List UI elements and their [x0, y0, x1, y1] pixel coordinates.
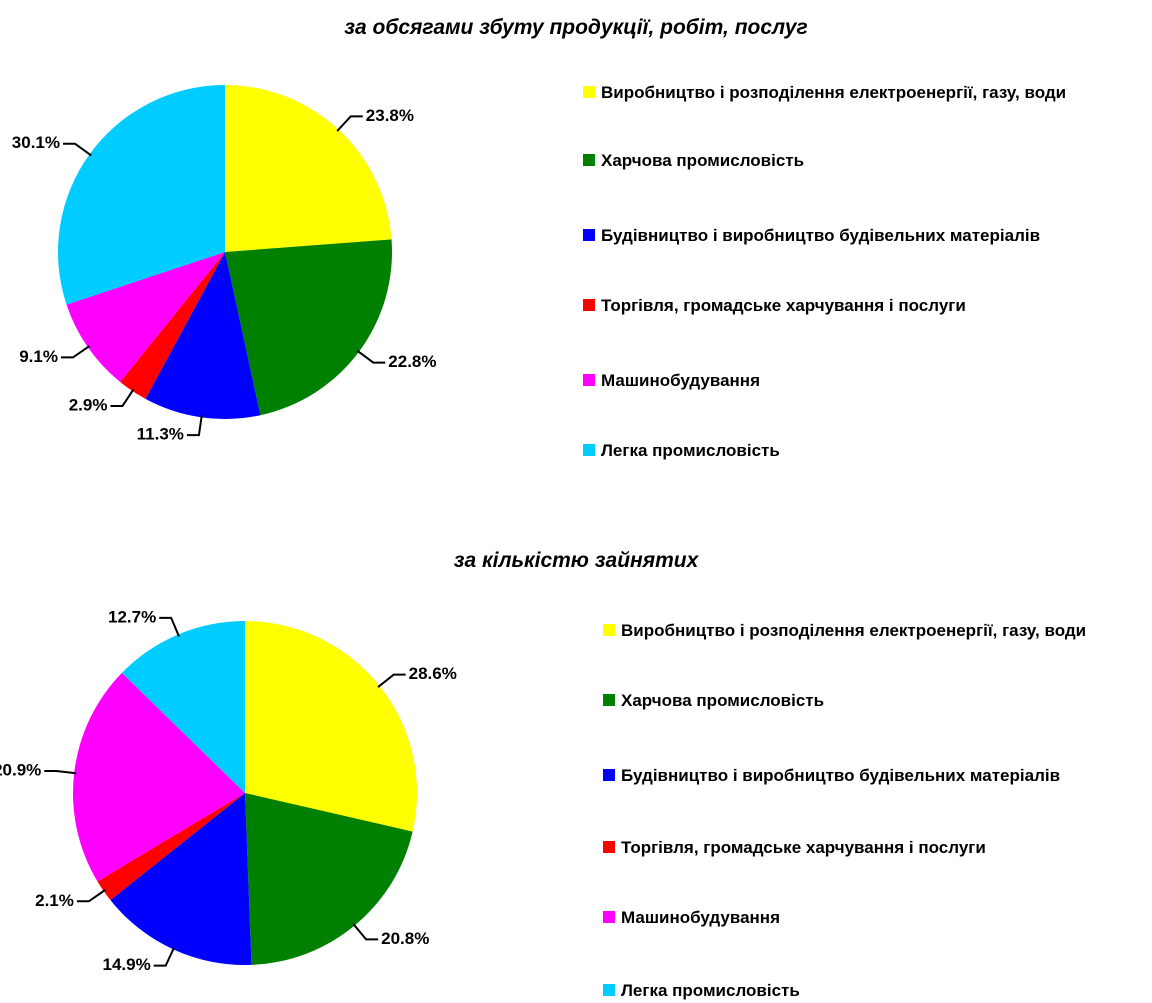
legend-label: Виробництво і розподілення електроенергі… [601, 83, 1067, 102]
legend-item: Харчова промисловість [603, 689, 1152, 712]
legend-item: Будівництво і виробництво будівельних ма… [583, 224, 1131, 247]
leader-line [352, 923, 379, 941]
legend-item: Машинобудування [603, 906, 1152, 929]
legend-item: Виробництво і розподілення електроенергі… [603, 619, 1152, 642]
data-label: 2.1% [35, 891, 74, 910]
legend-item: Будівництво і виробництво будівельних ма… [603, 764, 1152, 787]
leader-line [76, 889, 106, 903]
leader-line [62, 142, 92, 157]
legend-item: Машинобудування [583, 369, 1131, 392]
pie-slice [145, 252, 261, 419]
legend-swatch [583, 374, 595, 386]
legend-label: Машинобудування [601, 371, 760, 390]
legend-swatch [583, 154, 595, 166]
legend-label: Виробництво і розподілення електроенергі… [621, 621, 1087, 640]
legend-item: Виробництво і розподілення електроенергі… [583, 81, 1131, 104]
legend-item: Легка промисловість [603, 979, 1152, 1002]
leader-line [60, 345, 90, 359]
legend-item: Легка промисловість [583, 439, 1131, 462]
leader-line [44, 769, 77, 775]
legend-swatch [603, 841, 615, 853]
legend-label: Будівництво і виробництво будівельних ма… [621, 766, 1061, 785]
data-label: 12.7% [108, 607, 156, 626]
legend-swatch [603, 624, 615, 636]
data-label: 9.1% [19, 347, 58, 366]
pie-slice [110, 793, 252, 965]
data-label: 28.6% [409, 664, 457, 683]
legend-label: Легка промисловість [601, 441, 780, 460]
legend-swatch [603, 769, 615, 781]
pie-slice [225, 239, 392, 416]
legend-label: Машинобудування [621, 908, 780, 927]
legend-swatch [603, 984, 615, 996]
pie-slice [73, 672, 246, 882]
legend-label: Торгівля, громадське харчування і послуг… [601, 296, 966, 315]
data-label: 2.9% [69, 395, 108, 414]
data-label: 14.9% [103, 955, 151, 974]
legend-item: Харчова промисловість [583, 149, 1131, 172]
data-label: 30.1% [12, 133, 60, 152]
data-label: 20.9% [0, 760, 41, 779]
leader-line [153, 947, 175, 967]
pie-slice [57, 85, 225, 305]
legend-label: Будівництво і виробництво будівельних ма… [601, 226, 1041, 245]
pie-slice [245, 793, 413, 965]
legend-swatch [583, 86, 595, 98]
legend-item: Торгівля, громадське харчування і послуг… [583, 294, 1131, 317]
leader-line [159, 616, 180, 637]
pie-slice [66, 252, 225, 383]
chart-title: за кількістю зайнятих [453, 549, 699, 572]
legend-swatch [583, 229, 595, 241]
pie-slice [121, 621, 245, 793]
chart-title: за обсягами збуту продукції, робіт, посл… [344, 16, 808, 39]
legend-swatch [603, 911, 615, 923]
legend-swatch [603, 694, 615, 706]
leader-line [356, 349, 386, 364]
data-label: 11.3% [137, 425, 184, 444]
pie-slice [97, 793, 245, 901]
leader-line [336, 115, 363, 132]
leader-line [110, 388, 135, 407]
legend-label: Харчова промисловість [601, 151, 805, 170]
legend-label: Торгівля, громадське харчування і послуг… [621, 838, 986, 857]
legend-label: Легка промисловість [621, 981, 800, 1000]
leader-line [377, 673, 406, 688]
data-label: 22.8% [388, 352, 436, 371]
legend-swatch [583, 444, 595, 456]
leader-line [186, 415, 203, 437]
data-label: 23.8% [366, 106, 414, 125]
pie-slice [245, 621, 418, 832]
pie-slice [120, 252, 225, 399]
legend-item: Торгівля, громадське харчування і послуг… [603, 836, 1152, 859]
pie-slice [225, 85, 392, 252]
legend-swatch [583, 299, 595, 311]
data-label: 20.8% [381, 929, 429, 948]
legend-label: Харчова промисловість [621, 691, 825, 710]
